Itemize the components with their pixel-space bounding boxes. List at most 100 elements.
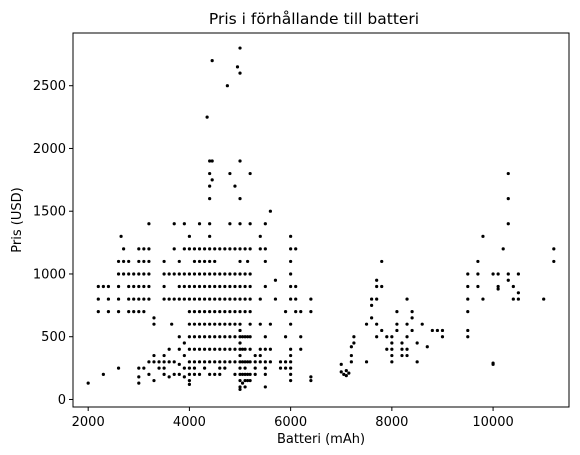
data-point xyxy=(385,335,389,339)
data-point xyxy=(208,310,212,314)
data-point xyxy=(243,379,247,383)
data-point xyxy=(187,247,192,251)
data-point xyxy=(182,341,186,345)
data-point xyxy=(213,322,217,326)
data-point xyxy=(167,272,171,276)
data-point xyxy=(208,297,212,301)
data-point xyxy=(192,335,197,339)
data-point xyxy=(352,341,356,345)
data-point xyxy=(342,372,346,376)
data-point xyxy=(218,310,222,314)
data-point xyxy=(152,379,156,383)
data-point xyxy=(127,272,131,276)
data-point xyxy=(187,382,192,387)
data-point xyxy=(202,310,207,314)
data-point xyxy=(127,310,131,314)
data-point xyxy=(233,247,237,251)
data-point xyxy=(202,366,207,370)
data-point xyxy=(228,310,232,314)
data-point xyxy=(233,335,237,339)
data-point xyxy=(177,284,181,289)
data-point xyxy=(248,360,252,364)
data-point xyxy=(364,322,369,326)
data-point xyxy=(197,297,202,301)
data-point xyxy=(248,297,252,301)
data-point xyxy=(132,310,136,314)
data-point xyxy=(258,353,262,358)
data-point xyxy=(187,366,192,370)
data-point xyxy=(278,366,283,370)
data-point xyxy=(238,297,242,301)
data-point xyxy=(210,178,214,182)
data-point xyxy=(228,347,232,351)
data-point xyxy=(395,322,399,326)
data-point xyxy=(243,372,247,376)
data-point xyxy=(243,385,247,389)
data-point xyxy=(289,347,293,351)
data-point xyxy=(552,247,556,251)
data-point xyxy=(294,284,298,289)
data-point xyxy=(162,353,166,358)
data-point xyxy=(137,297,141,301)
data-point xyxy=(238,341,242,345)
data-point xyxy=(395,310,399,314)
data-point xyxy=(263,335,267,339)
data-point xyxy=(246,360,250,364)
data-point xyxy=(218,322,222,326)
data-point xyxy=(177,259,181,264)
data-point xyxy=(506,272,510,276)
data-point xyxy=(375,297,379,301)
data-point xyxy=(147,247,151,251)
data-point xyxy=(309,375,313,379)
data-point xyxy=(122,272,126,276)
data-point xyxy=(197,335,202,339)
data-point xyxy=(202,297,207,301)
data-point xyxy=(213,310,217,314)
data-point xyxy=(400,347,404,351)
data-point xyxy=(268,347,272,351)
data-point xyxy=(243,272,247,276)
data-point xyxy=(116,366,121,370)
data-point xyxy=(349,353,353,358)
data-point xyxy=(289,322,293,326)
data-point xyxy=(197,360,202,364)
x-tick-label: 10000 xyxy=(472,415,513,430)
data-point xyxy=(238,372,242,376)
data-point xyxy=(516,272,520,276)
data-point xyxy=(283,310,288,314)
data-point xyxy=(210,159,214,163)
data-point xyxy=(339,362,343,366)
data-point xyxy=(213,335,217,339)
data-point xyxy=(273,297,278,301)
data-point xyxy=(238,247,242,251)
data-point xyxy=(162,360,166,364)
data-point xyxy=(238,71,242,75)
data-point xyxy=(364,360,369,364)
data-point xyxy=(187,372,192,376)
data-point xyxy=(238,159,242,163)
data-point xyxy=(187,310,192,314)
data-point xyxy=(223,366,227,370)
data-point xyxy=(192,322,197,326)
data-point xyxy=(243,284,247,289)
data-point xyxy=(238,353,242,358)
data-point xyxy=(192,284,197,289)
data-point xyxy=(147,360,151,364)
data-point xyxy=(218,347,222,351)
data-point xyxy=(182,284,186,289)
data-point xyxy=(187,322,192,326)
data-point xyxy=(228,335,232,339)
data-point xyxy=(137,310,141,314)
data-point xyxy=(390,353,394,358)
data-point xyxy=(147,272,151,276)
data-point xyxy=(263,222,267,226)
data-point xyxy=(208,360,212,364)
data-point xyxy=(208,347,212,351)
data-point xyxy=(506,278,510,282)
data-point xyxy=(370,297,374,301)
data-point xyxy=(119,234,123,238)
data-point xyxy=(405,353,409,358)
x-tick-label: 4000 xyxy=(173,415,206,430)
data-point xyxy=(299,335,303,339)
chart-title: Pris i förhållande till batteri xyxy=(209,10,419,28)
